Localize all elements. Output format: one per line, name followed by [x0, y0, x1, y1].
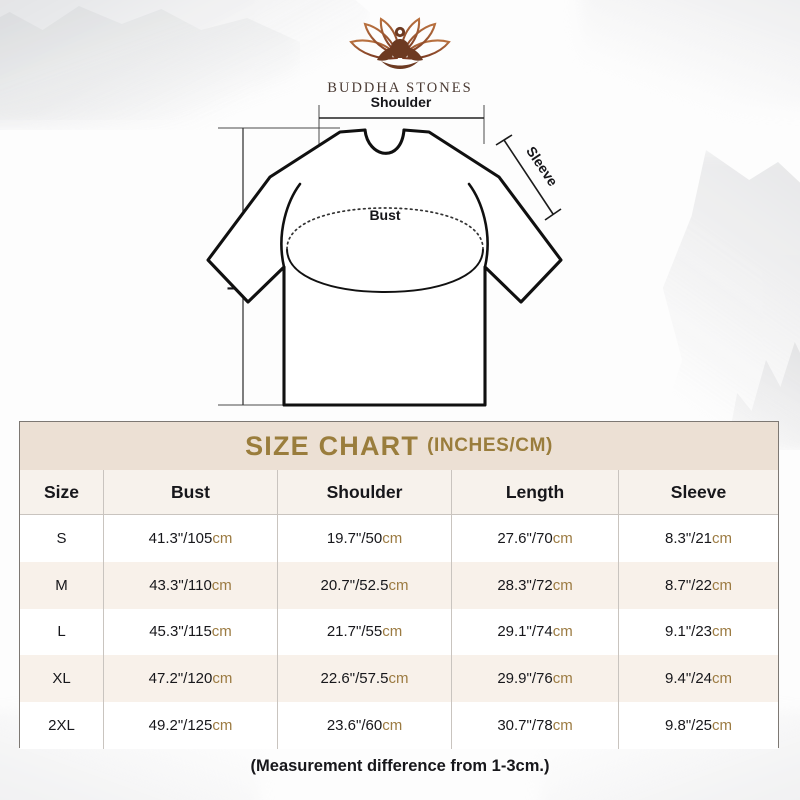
bust-label: Bust [369, 207, 400, 223]
table-row: M 43.3"/110 cm 20.7"/52.5 cm 28.3"/72 cm 8.… [20, 561, 778, 609]
tshirt-diagram: Shoulder Length Sleeve [0, 92, 800, 417]
cell-length: 29.9"/76 cm [452, 655, 619, 703]
table-row: L 45.3"/115 cm 21.7"/55 cm 29.1"/74 cm 9.1"… [20, 608, 778, 656]
column-header-shoulder: Shoulder [278, 470, 452, 514]
cell-bust-value: 49.2"/125 [148, 717, 213, 735]
cell-shoulder-unit: cm [382, 717, 403, 735]
cell-shoulder-unit: cm [388, 670, 409, 688]
measurement-footnote: (Measurement difference from 1-3cm.) [250, 757, 550, 775]
cell-shoulder: 23.6"/60 cm [278, 702, 452, 749]
column-header-bust: Bust [104, 470, 278, 514]
cell-length-value: 29.9"/76 [497, 670, 553, 688]
cell-bust-unit: cm [212, 670, 233, 688]
right-armhole-seam [467, 182, 489, 269]
cell-shoulder-value: 20.7"/52.5 [320, 576, 389, 594]
cell-length-unit: cm [552, 670, 573, 688]
column-header-sleeve: Sleeve [670, 481, 727, 502]
cell-sleeve-value: 8.7"/22 [664, 576, 713, 594]
cell-bust-unit: cm [212, 529, 233, 547]
size-chart-table: SIZE CHART (INCHES/CM) Size Bust Shoulde… [19, 421, 779, 749]
cell-sleeve: 9.1"/23 cm [619, 609, 778, 656]
cell-shoulder-unit: cm [388, 576, 409, 594]
bust-front-arc [286, 248, 484, 294]
table-row: 2XL 49.2"/125 cm 23.6"/60 cm 30.7"/78 cm 9.… [20, 702, 778, 749]
cell-length: 30.7"/78 cm [452, 702, 619, 749]
cell-size: 2XL [20, 702, 104, 749]
cell-bust-unit: cm [211, 576, 232, 594]
cell-shoulder-unit: cm [382, 529, 403, 547]
table-row: S 41.3"/105 cm 19.7"/50 cm 27.6"/70 cm 8.3"… [20, 515, 778, 562]
cell-length-unit: cm [552, 717, 573, 735]
cell-bust-value: 41.3"/105 [148, 529, 213, 547]
cell-shoulder: 20.7"/52.5 cm [278, 561, 452, 609]
cell-length: 29.1"/74 cm [452, 608, 619, 656]
cell-bust-unit: cm [211, 623, 232, 641]
cell-sleeve-value: 9.8"/25 [664, 717, 713, 735]
cell-shoulder: 19.7"/50 cm [278, 515, 452, 562]
sleeve-dimension-line [495, 134, 562, 221]
cell-bust: 41.3"/105 cm [104, 515, 278, 562]
cell-shoulder-value: 23.6"/60 [326, 717, 383, 735]
cell-bust-unit: cm [212, 717, 233, 735]
cell-sleeve: 8.7"/22 cm [619, 562, 778, 609]
cell-size: XL [20, 655, 104, 703]
cell-sleeve-value: 9.4"/24 [664, 670, 713, 688]
cell-size: S [20, 515, 104, 562]
cell-shoulder: 22.6"/57.5 cm [278, 655, 452, 703]
cell-shoulder-unit: cm [382, 623, 403, 641]
size-chart-title: SIZE CHART [245, 430, 420, 461]
column-header-size: Size [20, 470, 104, 514]
cell-sleeve-unit: cm [712, 529, 733, 547]
bust-back-arc [286, 207, 484, 250]
cell-length-value: 27.6"/70 [497, 529, 553, 547]
cell-length-unit: cm [552, 576, 573, 594]
shoulder-label: Shoulder [371, 94, 432, 110]
cell-sleeve: 9.8"/25 cm [619, 702, 778, 749]
cell-bust: 43.3"/110 cm [104, 561, 278, 609]
brand-logo: BUDDHA STONES [0, 14, 800, 97]
cell-shoulder-value: 22.6"/57.5 [320, 670, 389, 688]
cell-bust-value: 47.2"/120 [148, 670, 213, 688]
brand-name: BUDDHA STONES [327, 80, 473, 96]
neckline [363, 128, 406, 155]
cell-sleeve: 8.3"/21 cm [619, 515, 778, 562]
cell-sleeve: 9.4"/24 cm [619, 655, 778, 702]
cell-length-unit: cm [552, 529, 573, 547]
cell-sleeve-unit: cm [712, 670, 733, 688]
cell-bust-value: 43.3"/110 [149, 576, 212, 594]
cell-length: 28.3"/72 cm [452, 561, 619, 609]
tshirt-outline [206, 128, 563, 407]
cell-sleeve-unit: cm [712, 576, 733, 594]
cell-sleeve-unit: cm [712, 623, 733, 641]
cell-length: 27.6"/70 cm [452, 515, 619, 562]
cell-sleeve-unit: cm [712, 717, 733, 735]
cell-bust: 49.2"/125 cm [104, 702, 278, 749]
left-armhole-seam [280, 182, 302, 269]
cell-bust: 45.3"/115 cm [104, 608, 278, 656]
cell-length-value: 28.3"/72 [497, 576, 553, 594]
size-chart-title-unit: (INCHES/CM) [427, 435, 553, 456]
cell-length-value: 30.7"/78 [497, 717, 553, 735]
cell-shoulder-value: 19.7"/50 [326, 529, 383, 547]
cell-size: M [20, 561, 104, 609]
cell-length-unit: cm [552, 623, 573, 641]
cell-sleeve-value: 9.1"/23 [664, 623, 713, 641]
cell-shoulder: 21.7"/55 cm [278, 608, 452, 656]
size-chart-title-bar: SIZE CHART (INCHES/CM) [20, 422, 778, 470]
cell-bust: 47.2"/120 cm [104, 655, 278, 703]
cell-sleeve-value: 8.3"/21 [664, 529, 713, 547]
table-row: XL 47.2"/120 cm 22.6"/57.5 cm 29.9"/76 cm 9… [20, 655, 778, 703]
lotus-meditation-icon [349, 17, 451, 69]
cell-shoulder-value: 21.7"/55 [326, 623, 383, 641]
sleeve-label: Sleeve [523, 143, 561, 189]
column-header-length: Length [452, 470, 619, 514]
cell-length-value: 29.1"/74 [497, 623, 553, 641]
cell-size: L [20, 608, 104, 656]
table-header-row: Size Bust Shoulder Length Sleeve [20, 470, 778, 515]
cell-bust-value: 45.3"/115 [149, 623, 212, 641]
